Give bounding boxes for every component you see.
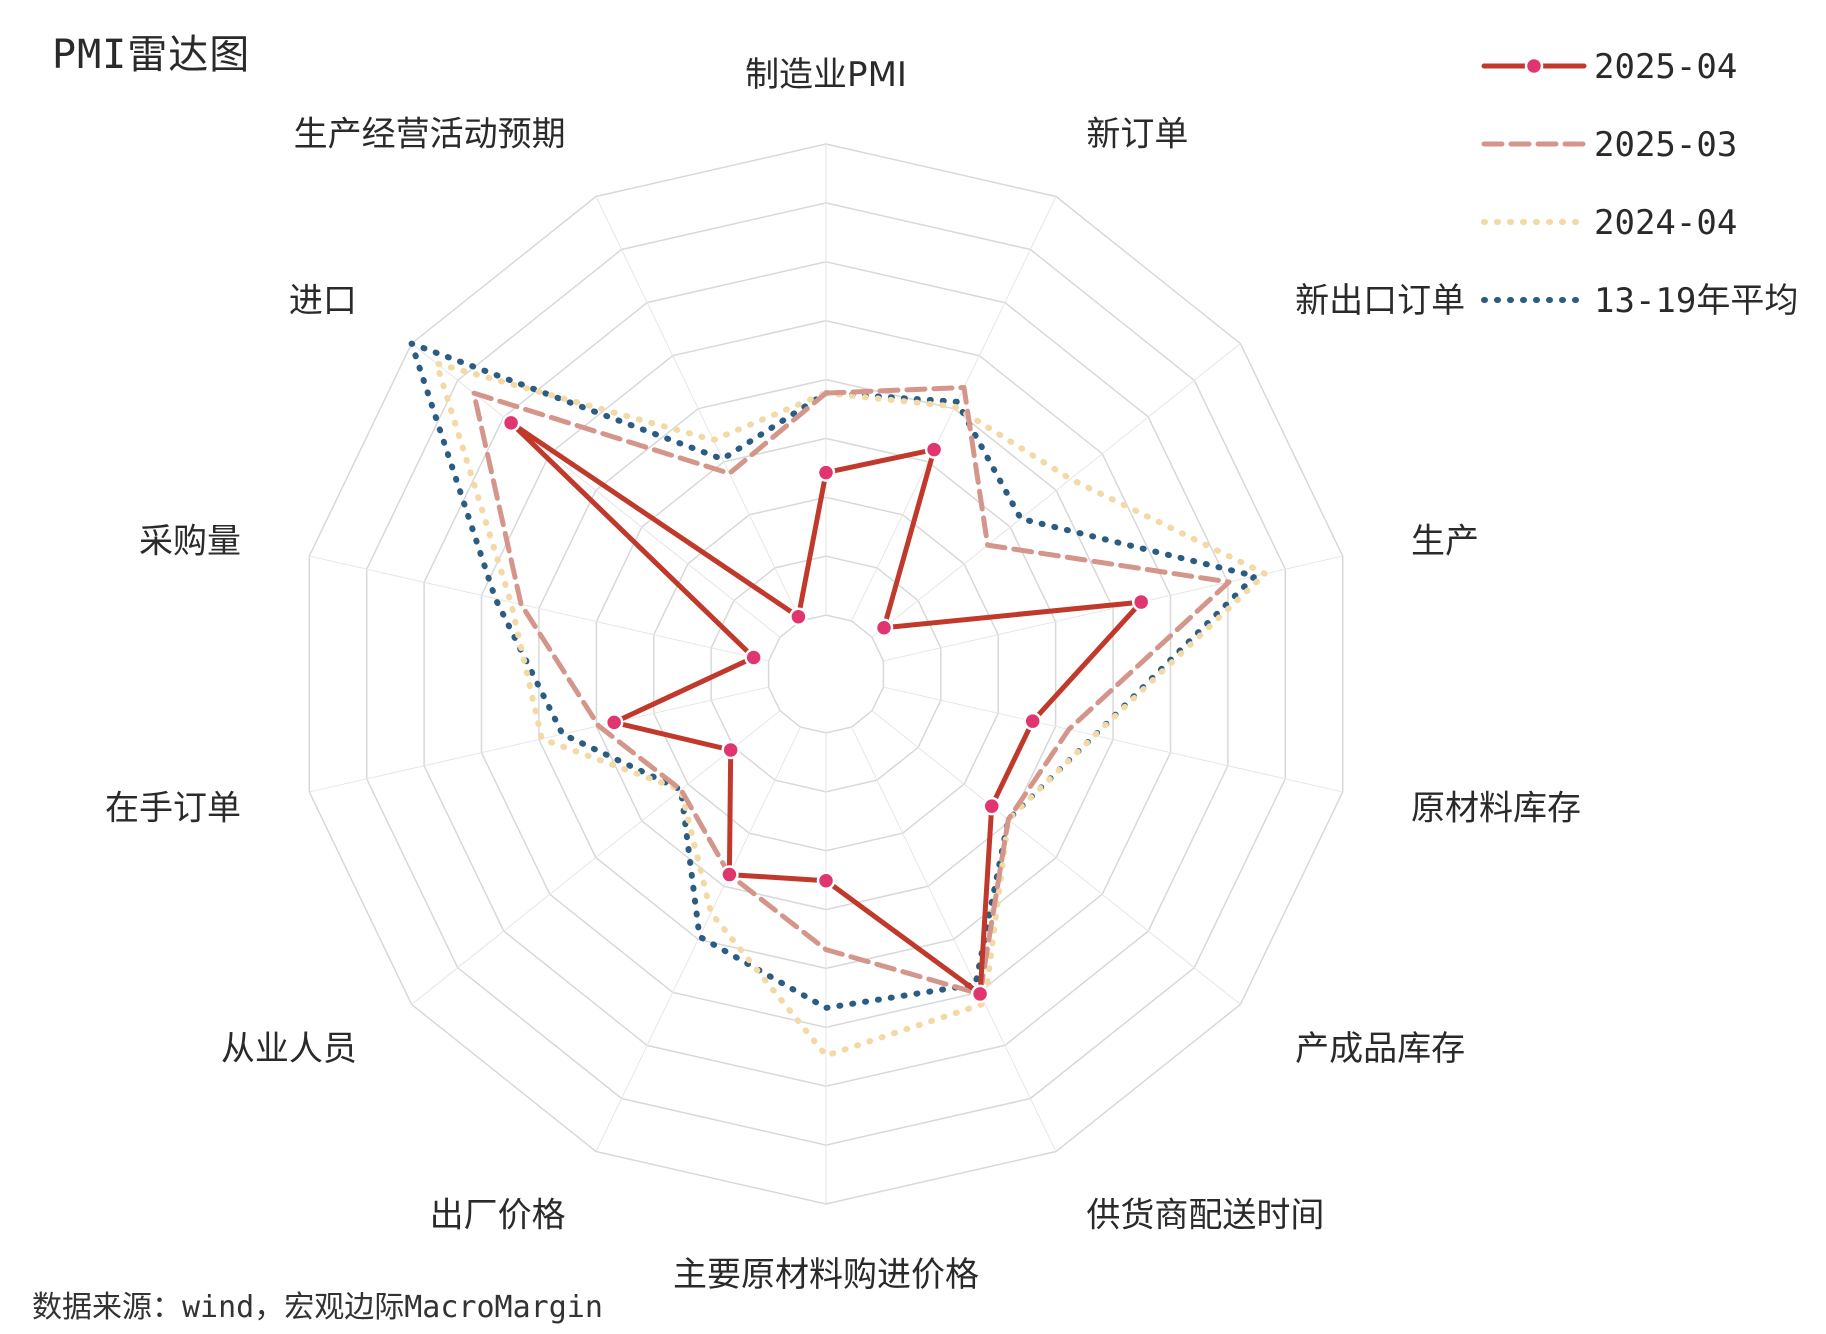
series-point-0	[744, 648, 763, 667]
series-point-0	[970, 984, 990, 1004]
series-point-0	[924, 440, 944, 459]
grid-spoke	[309, 555, 769, 662]
axis-label: 新订单	[1086, 114, 1188, 154]
axis-label: 生产经营活动预期	[294, 114, 566, 154]
chart-title: PMI雷达图	[52, 32, 251, 78]
axis-label: 供货商配送时间	[1086, 1196, 1324, 1236]
axis-label: 采购量	[139, 521, 241, 561]
legend-label: 13-19年平均	[1594, 281, 1798, 321]
series-point-0	[816, 871, 836, 890]
grid-spoke	[411, 343, 781, 638]
legend-label: 2024-04	[1594, 203, 1737, 243]
series-point-0	[604, 713, 624, 732]
series-point-0	[1131, 592, 1151, 612]
axis-label: 进口	[289, 281, 357, 321]
axis-label: 主要原材料购进价格	[673, 1255, 979, 1295]
series-point-0	[874, 618, 894, 637]
axis-label: 原材料库存	[1411, 789, 1581, 829]
series-line-2	[433, 360, 1269, 1059]
series-point-0	[982, 796, 1001, 816]
grid-spoke	[883, 686, 1343, 793]
legend: 2025-04 2025-03 2024-04 13-19年平均	[1481, 47, 1798, 321]
legend-marker	[1524, 56, 1544, 76]
axis-label: 新出口订单	[1295, 281, 1465, 321]
axis-label: 从业人员	[221, 1029, 357, 1069]
series-line-1	[471, 385, 1232, 997]
series-point-0	[1023, 711, 1042, 731]
source-note: 数据来源：wind，宏观边际MacroMargin	[32, 1290, 603, 1325]
series-point-0	[721, 740, 740, 760]
radar-series	[408, 340, 1269, 1059]
axis-label: 制造业PMI	[745, 55, 907, 95]
series-point-0	[816, 463, 836, 482]
grid-spoke	[595, 196, 801, 622]
grid-spoke	[411, 710, 781, 1005]
series-point-0	[501, 413, 521, 433]
grid-ring	[767, 614, 885, 734]
grid-spoke	[309, 686, 769, 793]
series-point-0	[789, 607, 808, 626]
axis-label: 在手订单	[105, 789, 241, 829]
legend-label: 2025-04	[1594, 47, 1737, 87]
grid-spoke	[871, 710, 1241, 1005]
series-line-3	[408, 340, 1258, 1011]
axis-label: 产成品库存	[1295, 1029, 1465, 1069]
grid-spoke	[851, 726, 1057, 1152]
grid-spoke	[595, 726, 801, 1152]
legend-label: 2025-03	[1594, 125, 1737, 165]
axis-label: 生产	[1411, 521, 1479, 561]
axis-label: 出厂价格	[430, 1196, 566, 1236]
grid-spoke	[871, 343, 1241, 638]
radar-grid	[308, 143, 1344, 1205]
axis-labels: 制造业PMI 新订单新出口订单生产原材料库存产成品库存供货商配送时间主要原材料购进…	[105, 55, 1581, 1295]
series-point-0	[720, 865, 739, 884]
